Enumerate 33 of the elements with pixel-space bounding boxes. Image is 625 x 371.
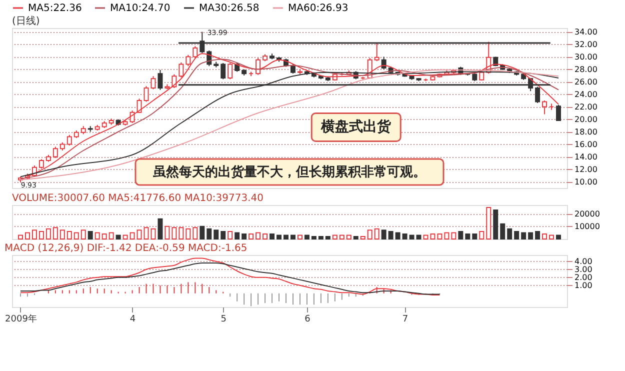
x-tick-label: 6 xyxy=(304,314,311,324)
y-tick-label: 24.00 xyxy=(574,90,598,99)
y-tick-label: 16.00 xyxy=(574,140,598,149)
chart-title: (日线) xyxy=(12,14,40,27)
x-tick-label: 5 xyxy=(220,314,226,324)
legend-label: MA5:22.36 xyxy=(28,3,82,14)
y-tick-label: 12.00 xyxy=(574,164,598,174)
y-tick-label: 18.00 xyxy=(574,127,598,136)
legend-label: MA30:26.58 xyxy=(199,3,260,14)
y-tick-label: 30.00 xyxy=(574,52,598,62)
y-tick-label: 1.00 xyxy=(574,280,592,290)
y-tick-label: 22.00 xyxy=(574,102,598,112)
y-tick-label: 20.00 xyxy=(574,114,598,124)
y-tick-label: 2.00 xyxy=(574,272,592,282)
y-tick-label: 10.00 xyxy=(574,177,598,186)
y-tick-label: 26.00 xyxy=(574,77,598,86)
y-tick-label: 20000 xyxy=(574,209,600,218)
chart-title: VOLUME:30007.60 MA5:41776.60 MA10:39773.40 xyxy=(12,193,264,204)
y-tick-label: 28.00 xyxy=(574,64,598,74)
annotation: 虽然每天的出货量不大，但长期累积非常可观。 xyxy=(152,164,426,180)
y-tick-label: 14.00 xyxy=(574,152,598,162)
annotation: 横盘式出货 xyxy=(320,119,392,136)
x-tick-label: 7 xyxy=(402,314,408,324)
y-tick-label: 3.00 xyxy=(574,264,592,274)
y-tick-label: 10000 xyxy=(574,222,600,231)
chart-title: MACD (12,26,9) DIF:-1.42 DEA:-0.59 MACD:-1.65 xyxy=(4,243,248,254)
x-tick-label: 2009年 xyxy=(5,314,37,324)
y-tick-label: 34.00 xyxy=(574,27,598,36)
legend-label: MA10:24.70 xyxy=(110,3,170,14)
y-tick-label: 32.00 xyxy=(574,40,598,49)
legend-label: MA60:26.93 xyxy=(288,3,348,14)
y-tick-label: 4.00 xyxy=(574,256,592,266)
x-tick-label: 4 xyxy=(130,314,136,324)
